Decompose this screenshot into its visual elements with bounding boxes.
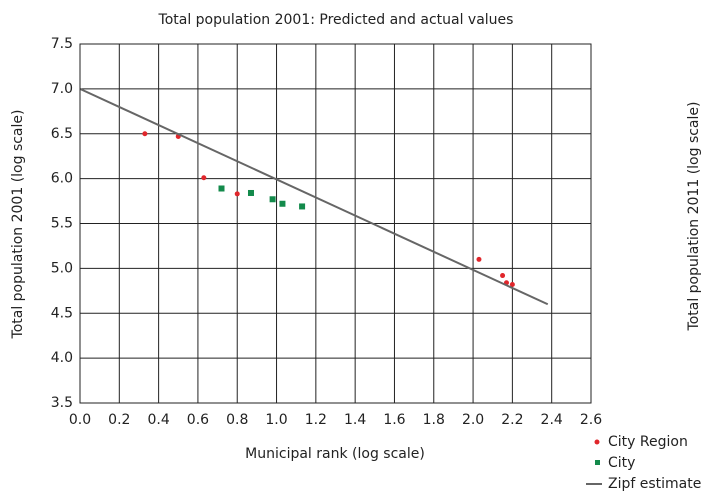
- y-axis-label: Total population 2001 (log scale): [10, 110, 26, 340]
- x-tick-label: 0.2: [108, 412, 130, 428]
- legend-label: City: [608, 455, 635, 471]
- y-tick-label: 5.5: [51, 216, 73, 232]
- point: [218, 185, 225, 192]
- legend-label: City Region: [608, 434, 688, 450]
- y-tick-label: 4.5: [51, 305, 73, 321]
- x-tick-label: 0.4: [147, 412, 169, 428]
- y2-axis-label: Total population 2011 (log scale): [686, 102, 702, 332]
- y-tick-label: 7.0: [51, 81, 73, 97]
- y-tick-label: 5.0: [51, 260, 73, 276]
- y-tick-label: 6.0: [51, 171, 73, 187]
- plot-border: [79, 43, 592, 404]
- point: [509, 282, 515, 288]
- point: [269, 196, 276, 203]
- x-tick-label: 0.6: [187, 412, 209, 428]
- point: [500, 273, 506, 279]
- x-tick-label: 1.4: [344, 412, 366, 428]
- chart-title: Total population 2001: Predicted and act…: [158, 12, 514, 28]
- point: [142, 131, 148, 137]
- legend-label: Zipf estimate: [608, 476, 701, 492]
- legend-swatch: [595, 460, 600, 465]
- x-tick-label: 2.0: [462, 412, 484, 428]
- legend-swatch: [594, 439, 600, 445]
- point: [299, 203, 306, 210]
- point: [476, 256, 482, 262]
- x-tick-label: 1.6: [383, 412, 405, 428]
- x-tick-label: 0.0: [69, 412, 91, 428]
- x-tick-label: 1.2: [305, 412, 327, 428]
- x-tick-label: 0.8: [226, 412, 248, 428]
- y-tick-label: 6.5: [51, 126, 73, 142]
- x-tick-label: 1.0: [265, 412, 287, 428]
- x-axis-label: Municipal rank (log scale): [245, 446, 425, 462]
- x-tick-label: 2.4: [541, 412, 563, 428]
- point: [234, 191, 240, 197]
- y-tick-label: 7.5: [51, 36, 73, 52]
- x-tick-label: 2.6: [580, 412, 602, 428]
- y-tick-label: 3.5: [51, 395, 73, 411]
- zipf-line: [79, 87, 549, 306]
- y-tick-label: 4.0: [51, 350, 73, 366]
- point: [279, 200, 286, 207]
- point: [247, 189, 254, 196]
- point: [201, 175, 207, 181]
- x-tick-label: 2.2: [501, 412, 523, 428]
- x-tick-label: 1.8: [423, 412, 445, 428]
